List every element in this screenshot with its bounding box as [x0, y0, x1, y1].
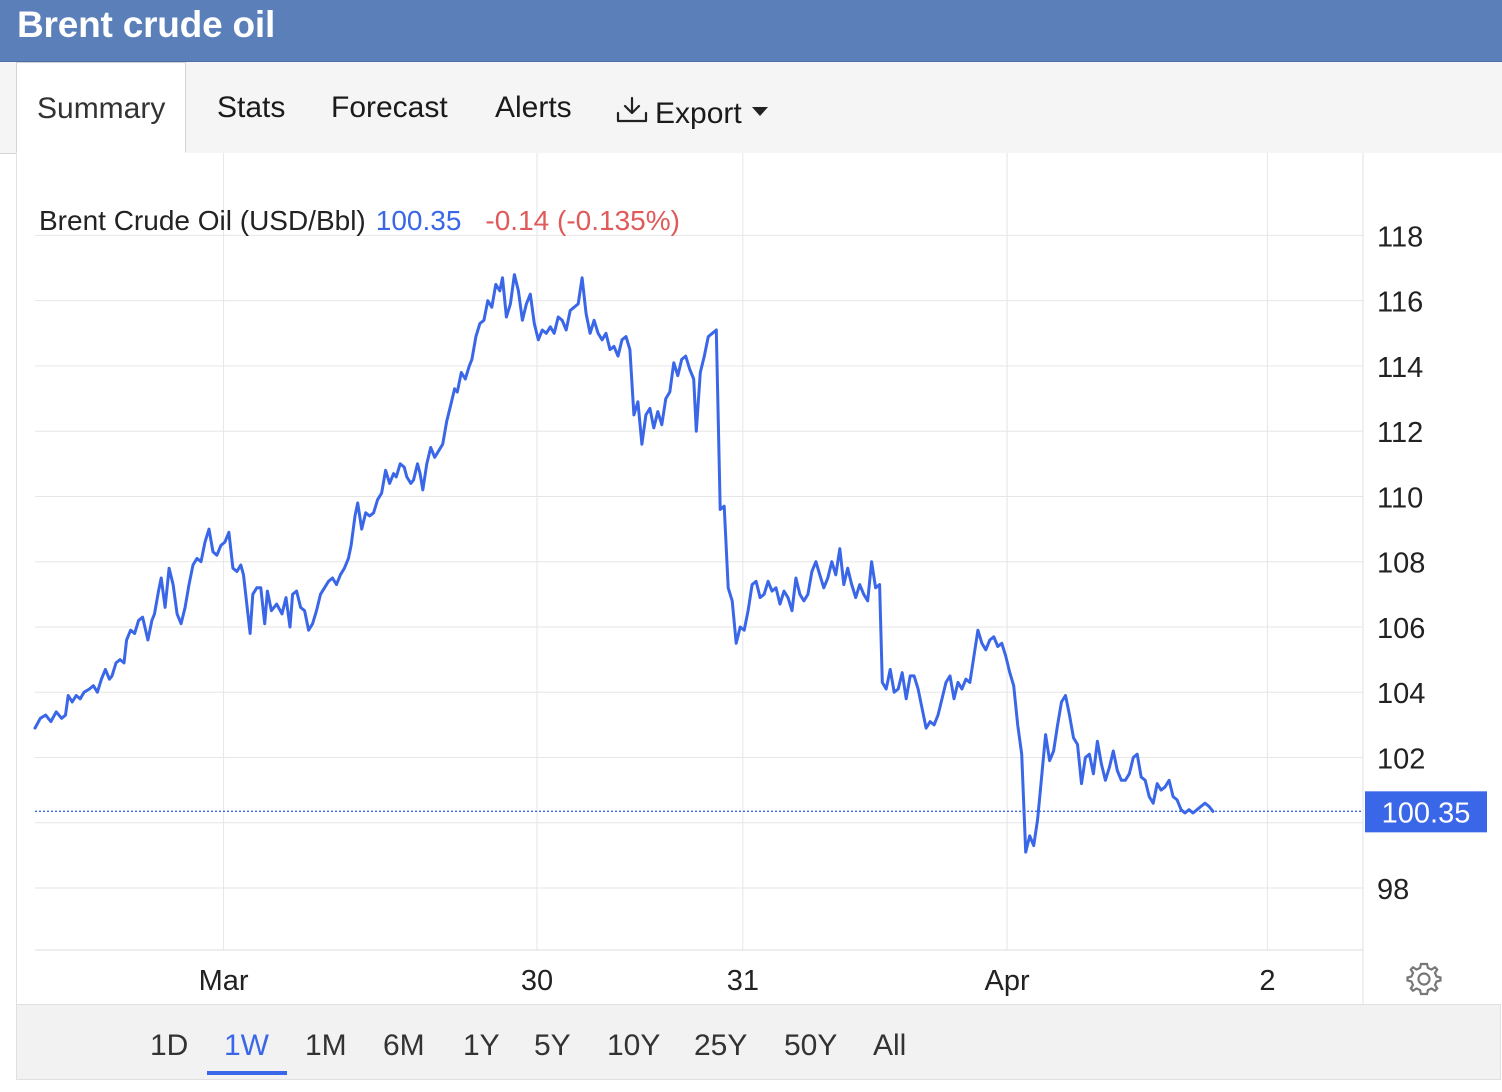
- y-tick-label: 116: [1377, 287, 1423, 319]
- tab-label: Export: [655, 97, 742, 130]
- chevron-down-icon: [751, 62, 768, 154]
- price-chart[interactable]: 98 102 104 106 108 110 112 114 116 118 Mar 30 31 Apr 2…: [17, 153, 1502, 1004]
- x-tick-label: 31: [727, 965, 759, 997]
- range-selector: 1D 1W 1M 6M 1Y 5Y 10Y 25Y 50Y All: [16, 1004, 1501, 1080]
- gear-icon[interactable]: [1406, 960, 1442, 1001]
- active-range-indicator: [207, 1071, 287, 1075]
- tab-export[interactable]: Export: [615, 62, 768, 153]
- legend-change: -0.14 (-0.135%): [485, 205, 680, 236]
- tab-label: Alerts: [495, 91, 572, 124]
- y-tick-label: 118: [1377, 221, 1423, 253]
- range-10y-button[interactable]: 10Y: [607, 1029, 661, 1062]
- x-tick-label: Mar: [199, 965, 249, 997]
- y-tick-label: 108: [1377, 548, 1425, 580]
- range-1m-button[interactable]: 1M: [305, 1029, 347, 1062]
- y-tick-label: 102: [1377, 743, 1425, 775]
- tab-label: Summary: [37, 92, 166, 125]
- page-title: Brent crude oil: [17, 4, 276, 45]
- tab-bar: Summary Stats Forecast Alerts Export: [0, 62, 1502, 154]
- range-6m-button[interactable]: 6M: [383, 1029, 425, 1062]
- range-1y-button[interactable]: 1Y: [463, 1029, 500, 1062]
- y-tick-label: 98: [1377, 874, 1409, 906]
- chart-panel: 98 102 104 106 108 110 112 114 116 118 Mar 30 31 Apr 2…: [16, 153, 1502, 1004]
- range-all-button[interactable]: All: [873, 1029, 907, 1062]
- title-bar: Brent crude oil: [0, 0, 1502, 62]
- tab-alerts[interactable]: Alerts: [495, 62, 572, 153]
- range-1d-button[interactable]: 1D: [150, 1029, 189, 1062]
- tab-label: Forecast: [331, 91, 448, 124]
- download-icon: [615, 70, 649, 162]
- tab-summary[interactable]: Summary: [16, 62, 187, 153]
- range-50y-button[interactable]: 50Y: [784, 1029, 838, 1062]
- y-tick-label: 106: [1377, 613, 1425, 645]
- legend-price: 100.35: [376, 205, 462, 236]
- x-tick-label: 30: [521, 965, 553, 997]
- y-tick-label: 110: [1377, 482, 1423, 514]
- tab-label: Stats: [217, 91, 286, 124]
- price-series-line[interactable]: [33, 273, 1215, 854]
- x-tick-label: Apr: [985, 965, 1030, 997]
- range-5y-button[interactable]: 5Y: [534, 1029, 571, 1062]
- y-tick-label: 114: [1377, 352, 1423, 384]
- y-tick-label: 104: [1377, 678, 1425, 710]
- tab-forecast[interactable]: Forecast: [331, 62, 448, 153]
- y-tick-label: 112: [1377, 417, 1423, 449]
- chart-legend: Brent Crude Oil (USD/Bbl) 100.35 -0.14 (-0…: [39, 205, 680, 236]
- range-1w-button[interactable]: 1W: [224, 1029, 269, 1062]
- x-tick-label: 2: [1259, 965, 1275, 997]
- range-25y-button[interactable]: 25Y: [694, 1029, 748, 1062]
- last-price-badge: [1365, 791, 1487, 833]
- legend-series-name: Brent Crude Oil (USD/Bbl): [39, 205, 366, 236]
- last-price-label: 100.35: [1382, 797, 1471, 829]
- tab-stats[interactable]: Stats: [217, 62, 285, 153]
